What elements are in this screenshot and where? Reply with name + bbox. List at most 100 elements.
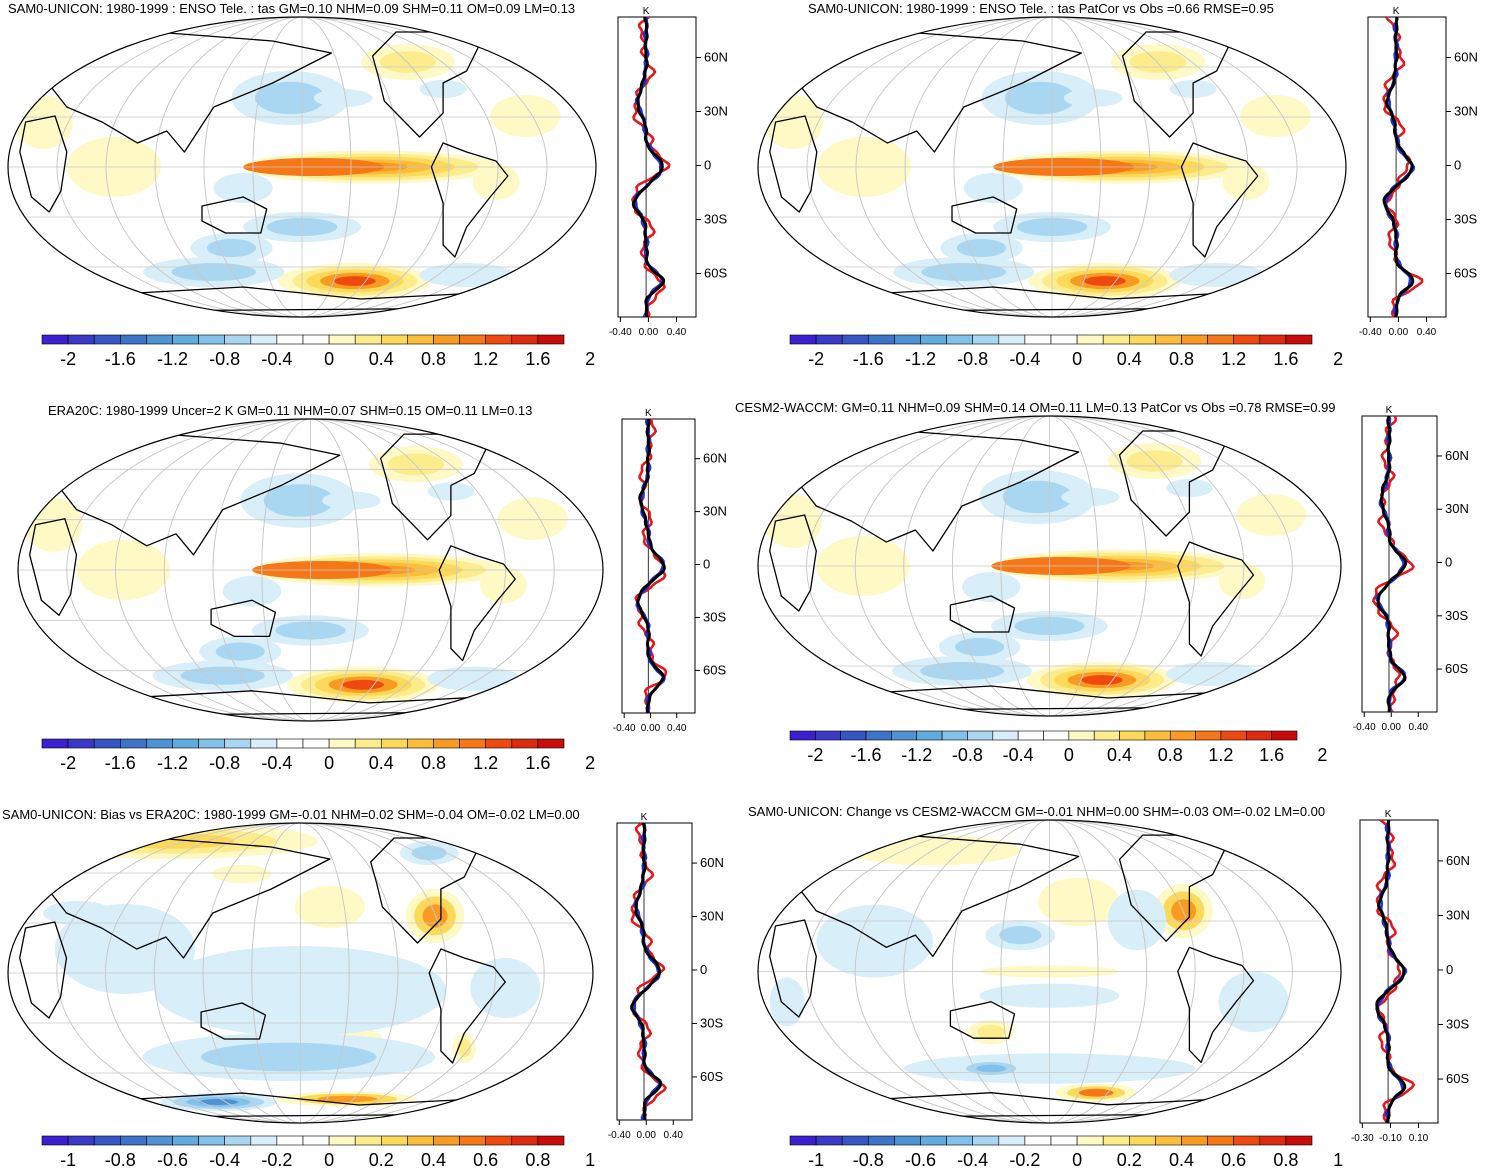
colorbar-label: 0 bbox=[324, 1150, 334, 1170]
colorbar-swatch bbox=[93, 1135, 121, 1146]
lat-label: 60S bbox=[703, 662, 726, 677]
colorbar-swatch bbox=[1093, 730, 1120, 741]
lat-label: 30N bbox=[1446, 907, 1470, 922]
zonal-tick: 0.00 bbox=[1389, 327, 1409, 338]
colorbar-label: -1.6 bbox=[105, 753, 136, 773]
colorbar-swatch bbox=[946, 334, 973, 345]
colorbar-label: -0.4 bbox=[261, 349, 292, 369]
coastline bbox=[792, 430, 1080, 552]
colorbar-label: -1.2 bbox=[157, 349, 188, 369]
colorbar-swatch bbox=[967, 730, 994, 741]
field-contour bbox=[387, 453, 444, 476]
colorbar-label: -1.2 bbox=[901, 745, 932, 765]
colorbar-swatch bbox=[1017, 730, 1044, 741]
colorbar-swatch bbox=[511, 1135, 539, 1146]
colorbar-swatch bbox=[224, 334, 252, 345]
colorbar-swatch bbox=[1285, 1135, 1313, 1146]
lat-label: 30S bbox=[1446, 1017, 1469, 1032]
zonal-unit: K bbox=[645, 408, 652, 419]
field-contour bbox=[180, 666, 265, 685]
colorbar-swatch bbox=[276, 334, 304, 345]
colorbar-label: -2 bbox=[60, 753, 76, 773]
panel-title: ERA20C: 1980-1999 Uncer=2 K GM=0.11 NHM=… bbox=[48, 403, 532, 418]
colorbar-swatch bbox=[1050, 334, 1078, 345]
colorbar-swatch bbox=[1207, 334, 1234, 345]
field-contour bbox=[322, 491, 381, 510]
field-contour bbox=[213, 173, 273, 203]
colorbar-label: -0.2 bbox=[261, 1150, 292, 1170]
colorbar-swatch bbox=[485, 1135, 513, 1146]
colorbar: -1 -0.8 -0.6 -0.4 -0.2 0 0.2 0.4 0.6 0.8 1 bbox=[41, 1135, 595, 1170]
zonal-tick: -0.10 bbox=[1379, 1133, 1402, 1144]
map bbox=[758, 820, 1341, 1123]
colorbar-swatch bbox=[459, 738, 487, 749]
colorbar-swatch bbox=[146, 738, 173, 749]
colorbar-label: -0.2 bbox=[1009, 1150, 1040, 1170]
field-contour bbox=[427, 666, 522, 691]
lat-label: 30N bbox=[1445, 501, 1469, 516]
colorbar-swatch bbox=[815, 1135, 843, 1146]
zonal-tick: 0.40 bbox=[667, 327, 687, 338]
zonal-mean-plot: K 60N 30N 0 30S 60S -0.30 -0.10 0.10 bbox=[1351, 809, 1470, 1144]
zonal-line-model bbox=[631, 16, 671, 318]
colorbar-label: 0.6 bbox=[473, 1150, 498, 1170]
colorbar-swatch bbox=[1129, 1135, 1156, 1146]
field-contour bbox=[212, 865, 272, 883]
colorbar-swatch bbox=[841, 1135, 869, 1146]
colorbar: -1 -0.8 -0.6 -0.4 -0.2 0 0.2 0.4 0.6 0.8 1 bbox=[789, 1135, 1343, 1170]
coastline bbox=[1180, 142, 1259, 258]
colorbar-swatch bbox=[1181, 334, 1208, 345]
colorbar-swatch bbox=[998, 334, 1026, 345]
zonal-unit: K bbox=[1386, 405, 1393, 416]
colorbar-swatch bbox=[1220, 730, 1247, 741]
coastline bbox=[430, 142, 509, 258]
zonal-line-model bbox=[1382, 16, 1424, 318]
field-contour bbox=[1222, 164, 1270, 200]
coastline bbox=[200, 1002, 267, 1040]
lat-label: 30N bbox=[700, 909, 724, 924]
colorbar-label: 1.6 bbox=[1259, 745, 1284, 765]
lat-label: 30S bbox=[703, 609, 726, 624]
colorbar-label: -1 bbox=[60, 1150, 76, 1170]
lat-label: 60S bbox=[704, 266, 727, 281]
zonal-tick: 0.40 bbox=[1417, 327, 1437, 338]
coastline bbox=[769, 919, 817, 1018]
field-contour bbox=[1166, 662, 1260, 686]
colorbar-label: 0 bbox=[324, 753, 334, 773]
map-border bbox=[7, 822, 594, 1124]
colorbar-swatch bbox=[41, 1135, 69, 1146]
lat-label: 0 bbox=[700, 962, 707, 977]
colorbar-label: -0.8 bbox=[209, 753, 240, 773]
map-border bbox=[757, 16, 1347, 318]
panel-p3: ERA20C: 1980-1999 Uncer=2 K GM=0.11 NHM=… bbox=[17, 403, 727, 773]
colorbar-swatch bbox=[1050, 1135, 1078, 1146]
field-contour bbox=[206, 239, 257, 257]
panel-p4: CESM2-WACCM: GM=0.11 NHM=0.09 SHM=0.14 O… bbox=[735, 400, 1469, 765]
colorbar-label: 0 bbox=[1072, 1150, 1082, 1170]
colorbar-swatch bbox=[1169, 730, 1196, 741]
colorbar-swatch bbox=[1043, 730, 1070, 741]
colorbar-swatch bbox=[354, 334, 382, 345]
colorbar-swatch bbox=[789, 730, 816, 741]
colorbar: -2 -1.6 -1.2 -0.8 -0.4 0 0.4 0.8 1.2 1.6 2 bbox=[789, 334, 1343, 369]
colorbar-swatch bbox=[407, 1135, 434, 1146]
coastline bbox=[201, 196, 268, 234]
colorbar-swatch bbox=[485, 738, 513, 749]
colorbar-swatch bbox=[1119, 730, 1146, 741]
panel-title: CESM2-WACCM: GM=0.11 NHM=0.09 SHM=0.14 O… bbox=[735, 400, 1336, 415]
colorbar-swatch bbox=[93, 334, 121, 345]
colorbar-swatch bbox=[250, 1135, 278, 1146]
colorbar-swatch bbox=[920, 334, 947, 345]
lat-label: 0 bbox=[704, 158, 711, 173]
lat-label: 60N bbox=[700, 855, 724, 870]
field-contour bbox=[977, 1024, 1006, 1040]
field-contour bbox=[1061, 488, 1120, 506]
lat-label: 30N bbox=[1454, 104, 1478, 119]
zonal-tick: -0.40 bbox=[609, 327, 632, 338]
zonal-tick: 0.10 bbox=[1409, 1133, 1429, 1144]
lat-label: 60N bbox=[1446, 853, 1470, 868]
field-contour bbox=[215, 642, 265, 661]
zonal-tick: 0.00 bbox=[1382, 722, 1402, 733]
colorbar-label: 0.4 bbox=[1107, 745, 1132, 765]
zonal-line-model bbox=[634, 418, 668, 714]
